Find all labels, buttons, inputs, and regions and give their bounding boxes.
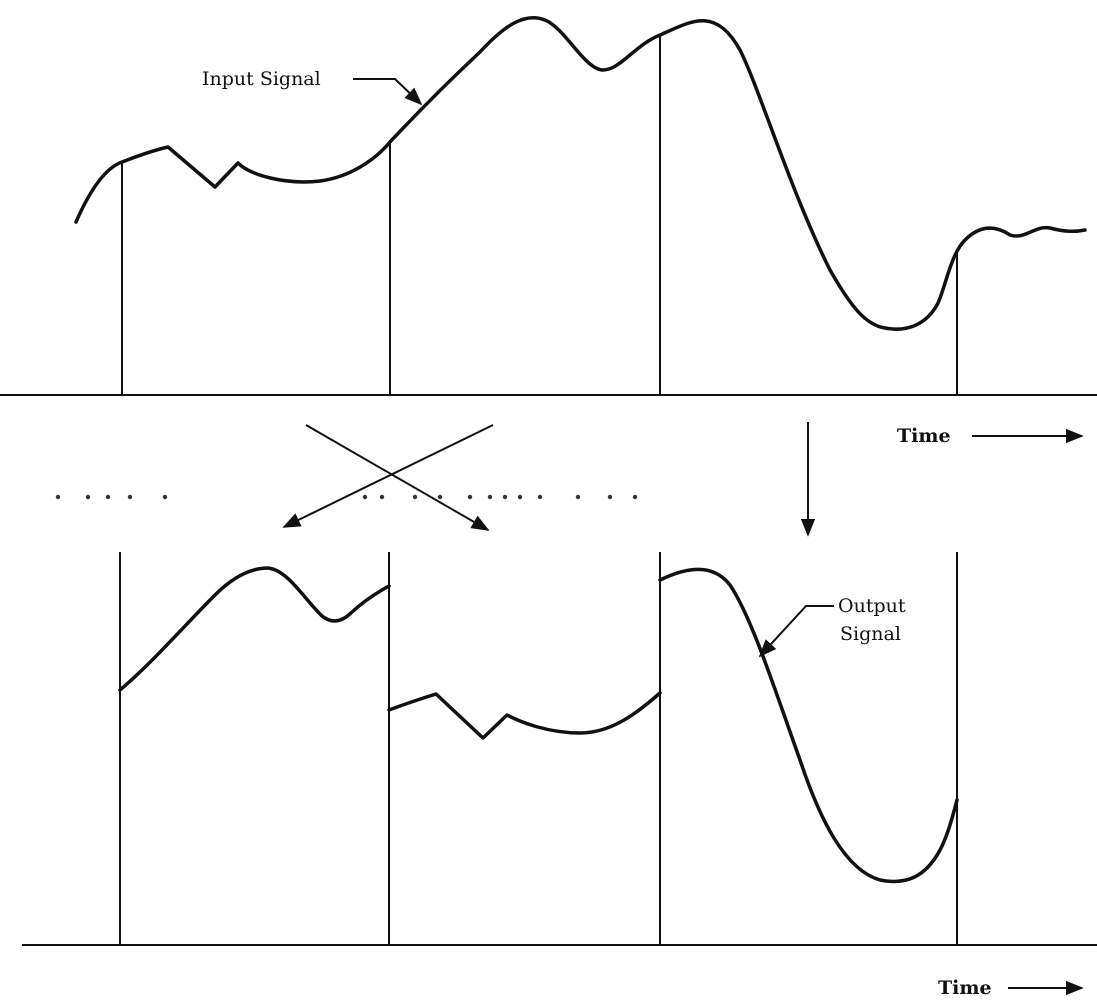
swap-arrow-1-to-2 <box>305 424 490 531</box>
swap-arrow-2-to-1 <box>282 424 494 528</box>
dotted-separator <box>55 494 638 500</box>
output-signal-segment-1 <box>118 566 391 692</box>
time-axis-label-top: Time <box>897 425 951 447</box>
output-signal-segment-3 <box>658 567 959 884</box>
output-signal-leader <box>758 605 834 658</box>
output-signal-segment-2 <box>387 691 662 740</box>
output-signal-label-line-1: Output <box>838 595 906 617</box>
time-axis-label-bottom: Time <box>938 977 992 999</box>
input-signal-curve <box>74 15 1087 331</box>
input-signal-label: Input Signal <box>202 68 321 90</box>
output-signal-label-line-2: Signal <box>840 623 901 645</box>
input-signal-leader <box>353 78 423 106</box>
